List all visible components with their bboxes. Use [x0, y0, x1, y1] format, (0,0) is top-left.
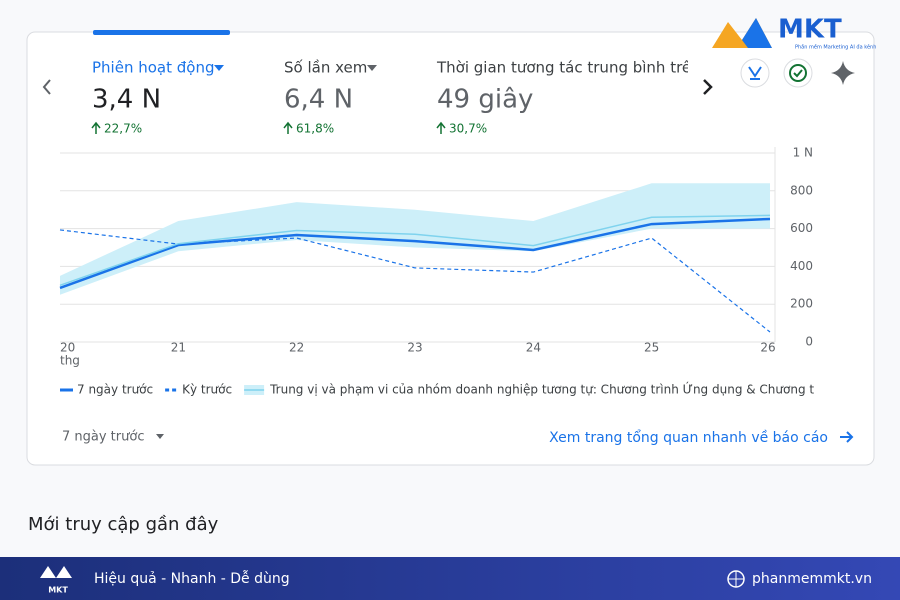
check-glyph — [793, 69, 803, 78]
up-arrow — [283, 121, 293, 134]
x-tick-label: 21 — [171, 341, 186, 355]
x-tick-label: 20 — [60, 341, 75, 355]
y-tick-label: 400 — [790, 259, 813, 273]
insights-glyph — [748, 66, 762, 80]
report-link[interactable]: Xem trang tổng quan nhanh về báo cáo — [549, 429, 828, 446]
metric-value: 49 giây — [437, 85, 533, 115]
up-arrow — [436, 121, 446, 134]
legend: 7 ngày trước Kỳ trước Trung vị và phạm vi … — [60, 382, 849, 397]
link-arrow[interactable] — [840, 431, 854, 443]
dropdown-icon[interactable] — [214, 65, 224, 71]
legend-label: Trung vị và phạm vi của nhóm doanh nghiệ… — [269, 382, 849, 397]
y-tick-label: 600 — [790, 221, 813, 235]
y-tick-label: 0 — [805, 335, 813, 349]
brand-logo: MKT — [778, 15, 842, 45]
metric-change: 22,7% — [104, 122, 142, 136]
up-arrow — [91, 121, 101, 134]
x-tick-label: 25 — [644, 341, 659, 355]
metric-label[interactable]: Số lần xem — [284, 59, 367, 77]
metric-change: 30,7% — [449, 122, 487, 136]
range-band — [60, 183, 770, 295]
y-tick-label: 200 — [790, 297, 813, 311]
brand-logo-icon-part — [742, 18, 772, 48]
section-title: Mới truy cập gần đây — [28, 514, 219, 535]
x-tick-label: 22 — [289, 341, 304, 355]
metric-change: 61,8% — [296, 122, 334, 136]
globe-lines — [728, 571, 744, 587]
dropdown-icon[interactable] — [367, 65, 377, 71]
period-selector[interactable]: 7 ngày trước — [62, 430, 144, 445]
footer-logo-icon — [40, 566, 72, 578]
metric-value: 6,4 N — [284, 85, 353, 115]
y-tick-label: 1 N — [793, 146, 813, 160]
slogan: Hiệu quả - Nhanh - Dễ dùng — [94, 570, 290, 587]
insights-icon[interactable] — [740, 58, 770, 88]
series-line — [59, 217, 771, 290]
metric-label[interactable]: Phiên hoạt động — [92, 59, 214, 77]
legend-label: Kỳ trước — [182, 383, 232, 397]
x-sub-label: thg — [60, 354, 80, 368]
x-tick-label: 23 — [407, 341, 422, 355]
tab-indicator — [93, 30, 230, 35]
footer-banner — [0, 557, 900, 600]
check-ring — [789, 64, 807, 82]
website: phanmemmkt.vn — [752, 571, 872, 587]
dropdown-icon[interactable] — [156, 434, 164, 439]
prev-arrow[interactable] — [42, 79, 51, 95]
chart: 0 200 400 600 800 1 N 20 21 22 23 24 25 26 thg 7 ngày … — [59, 146, 849, 397]
y-tick-label: 800 — [790, 183, 813, 197]
x-tick-label: 24 — [526, 341, 541, 355]
x-tick-label: 26 — [760, 341, 775, 355]
check-icon[interactable] — [783, 58, 813, 88]
legend-label: 7 ngày trước — [77, 383, 153, 397]
median-line — [59, 214, 771, 287]
footer-logo: MKT — [48, 586, 68, 595]
brand-tagline: Phần mềm Marketing AI đa kênh — [795, 43, 876, 51]
next-arrow[interactable] — [703, 79, 713, 95]
metric-value: 3,4 N — [92, 85, 161, 115]
metric-label[interactable]: Thời gian tương tác trung bình trên mỗi — [436, 59, 733, 77]
sparkle-icon[interactable] — [831, 61, 855, 85]
